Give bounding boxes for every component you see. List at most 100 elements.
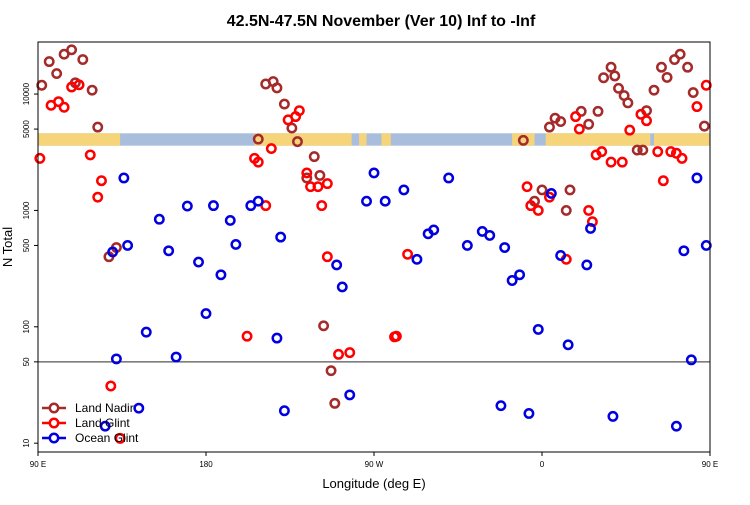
x-tick-label: 0 xyxy=(540,460,545,469)
land-nadir-point xyxy=(592,105,604,117)
land-glint-point xyxy=(532,204,544,216)
land-nadir-point xyxy=(292,136,303,148)
land-nadir-point xyxy=(583,118,595,130)
land-nadir-point xyxy=(278,98,290,110)
land-glint-point xyxy=(96,175,107,187)
land-band-segment xyxy=(545,133,651,146)
ocean-glint-point xyxy=(331,259,343,271)
ocean-glint-point xyxy=(555,250,567,261)
y-tick-label: 10000 xyxy=(22,82,31,105)
ocean-glint-point xyxy=(443,172,455,184)
land-nadir-point xyxy=(86,84,98,96)
land-nadir-point xyxy=(43,56,55,68)
land-glint-point xyxy=(676,152,688,164)
land-nadir-point xyxy=(66,44,78,56)
ocean-glint-point xyxy=(678,245,690,257)
ocean-glint-point xyxy=(585,223,596,234)
land-glint-point xyxy=(73,79,85,91)
land-nadir-point xyxy=(536,184,548,196)
ocean-glint-point xyxy=(523,408,535,419)
land-glint-point xyxy=(665,146,677,158)
land-glint-point xyxy=(333,348,344,360)
land-glint-point xyxy=(616,156,628,168)
ocean-glint-point xyxy=(506,275,518,286)
land-nadir-point xyxy=(682,61,694,73)
land-glint-point xyxy=(402,248,414,260)
land-glint-point xyxy=(605,156,617,168)
y-tick-label: 100 xyxy=(22,320,31,334)
land-nadir-point xyxy=(544,121,555,133)
land-nadir-point xyxy=(318,320,330,332)
land-glint-point xyxy=(691,101,703,113)
ocean-glint-point xyxy=(208,200,219,212)
land-band-segment xyxy=(38,133,121,146)
land-glint-point xyxy=(58,101,70,113)
land-nadir-point xyxy=(325,365,337,377)
land-glint-point xyxy=(321,178,333,190)
ocean-glint-point xyxy=(200,308,212,319)
plot-frame xyxy=(37,41,711,453)
ocean-glint-point xyxy=(336,281,348,293)
y-tick-label: 50 xyxy=(22,357,31,366)
land-glint-legend-label: Land Glint xyxy=(75,416,130,430)
ocean-glint-legend-label: Ocean Glint xyxy=(75,431,139,445)
land-nadir-point xyxy=(661,71,673,83)
land-glint-point xyxy=(241,330,253,342)
ocean-glint-point xyxy=(224,215,236,226)
ocean-glint-point xyxy=(495,400,507,412)
land-glint-point xyxy=(293,105,305,117)
land-glint-point xyxy=(641,115,652,127)
land-nadir-point xyxy=(687,87,699,98)
ocean-glint-point xyxy=(110,353,122,365)
land-nadir-point xyxy=(631,144,643,156)
ocean-glint-point xyxy=(545,187,557,199)
land-glint-point xyxy=(265,143,277,155)
land-glint-series xyxy=(34,79,712,444)
ocean-glint-point xyxy=(215,269,227,281)
y-axis-label: N Total xyxy=(0,227,15,267)
ocean-glint-point xyxy=(484,229,496,241)
ocean-band xyxy=(38,133,710,146)
land-nadir-point xyxy=(58,48,70,60)
land-glint-point xyxy=(321,251,333,263)
x-tick-label: 90 E xyxy=(702,460,718,469)
land-glint-point xyxy=(84,149,96,161)
land-nadir-point xyxy=(517,134,529,146)
land-nadir-point xyxy=(271,82,283,94)
land-glint-point xyxy=(252,156,264,168)
land-nadir-series xyxy=(36,44,710,409)
y-tick-label: 500 xyxy=(22,238,31,252)
ocean-glint-point xyxy=(275,231,287,243)
ocean-glint-point xyxy=(107,246,119,258)
ocean-glint-point xyxy=(181,200,193,212)
ocean-glint-point xyxy=(361,195,372,207)
ocean-glint-point xyxy=(562,339,574,351)
land-band-segment xyxy=(654,133,710,146)
plot-area xyxy=(34,44,712,444)
land-nadir-point xyxy=(564,184,576,196)
land-glint-point xyxy=(260,200,272,212)
land-glint-point xyxy=(652,146,664,158)
land-nadir-point xyxy=(92,121,104,133)
land-nadir-point xyxy=(598,72,610,84)
land-nadir-point xyxy=(77,54,89,65)
land-glint-point xyxy=(92,191,104,203)
chart-title: 42.5N-47.5N November (Ver 10) Inf to -In… xyxy=(227,13,536,30)
ocean-glint-point xyxy=(344,389,356,401)
ocean-glint-point xyxy=(379,195,391,207)
land-glint-point xyxy=(316,200,328,212)
land-glint-point xyxy=(34,152,46,164)
land-nadir-point xyxy=(555,116,567,128)
land-band-segment xyxy=(381,133,391,146)
ocean-glint-point xyxy=(153,213,165,225)
ocean-glint-point xyxy=(271,332,283,344)
land-nadir-point xyxy=(613,82,624,94)
ocean-glint-point xyxy=(230,239,242,250)
ocean-glint-series xyxy=(99,167,712,432)
land-glint-point xyxy=(583,204,595,216)
ocean-glint-point xyxy=(163,245,175,257)
ocean-glint-point xyxy=(398,184,410,196)
land-nadir-point xyxy=(329,397,341,409)
